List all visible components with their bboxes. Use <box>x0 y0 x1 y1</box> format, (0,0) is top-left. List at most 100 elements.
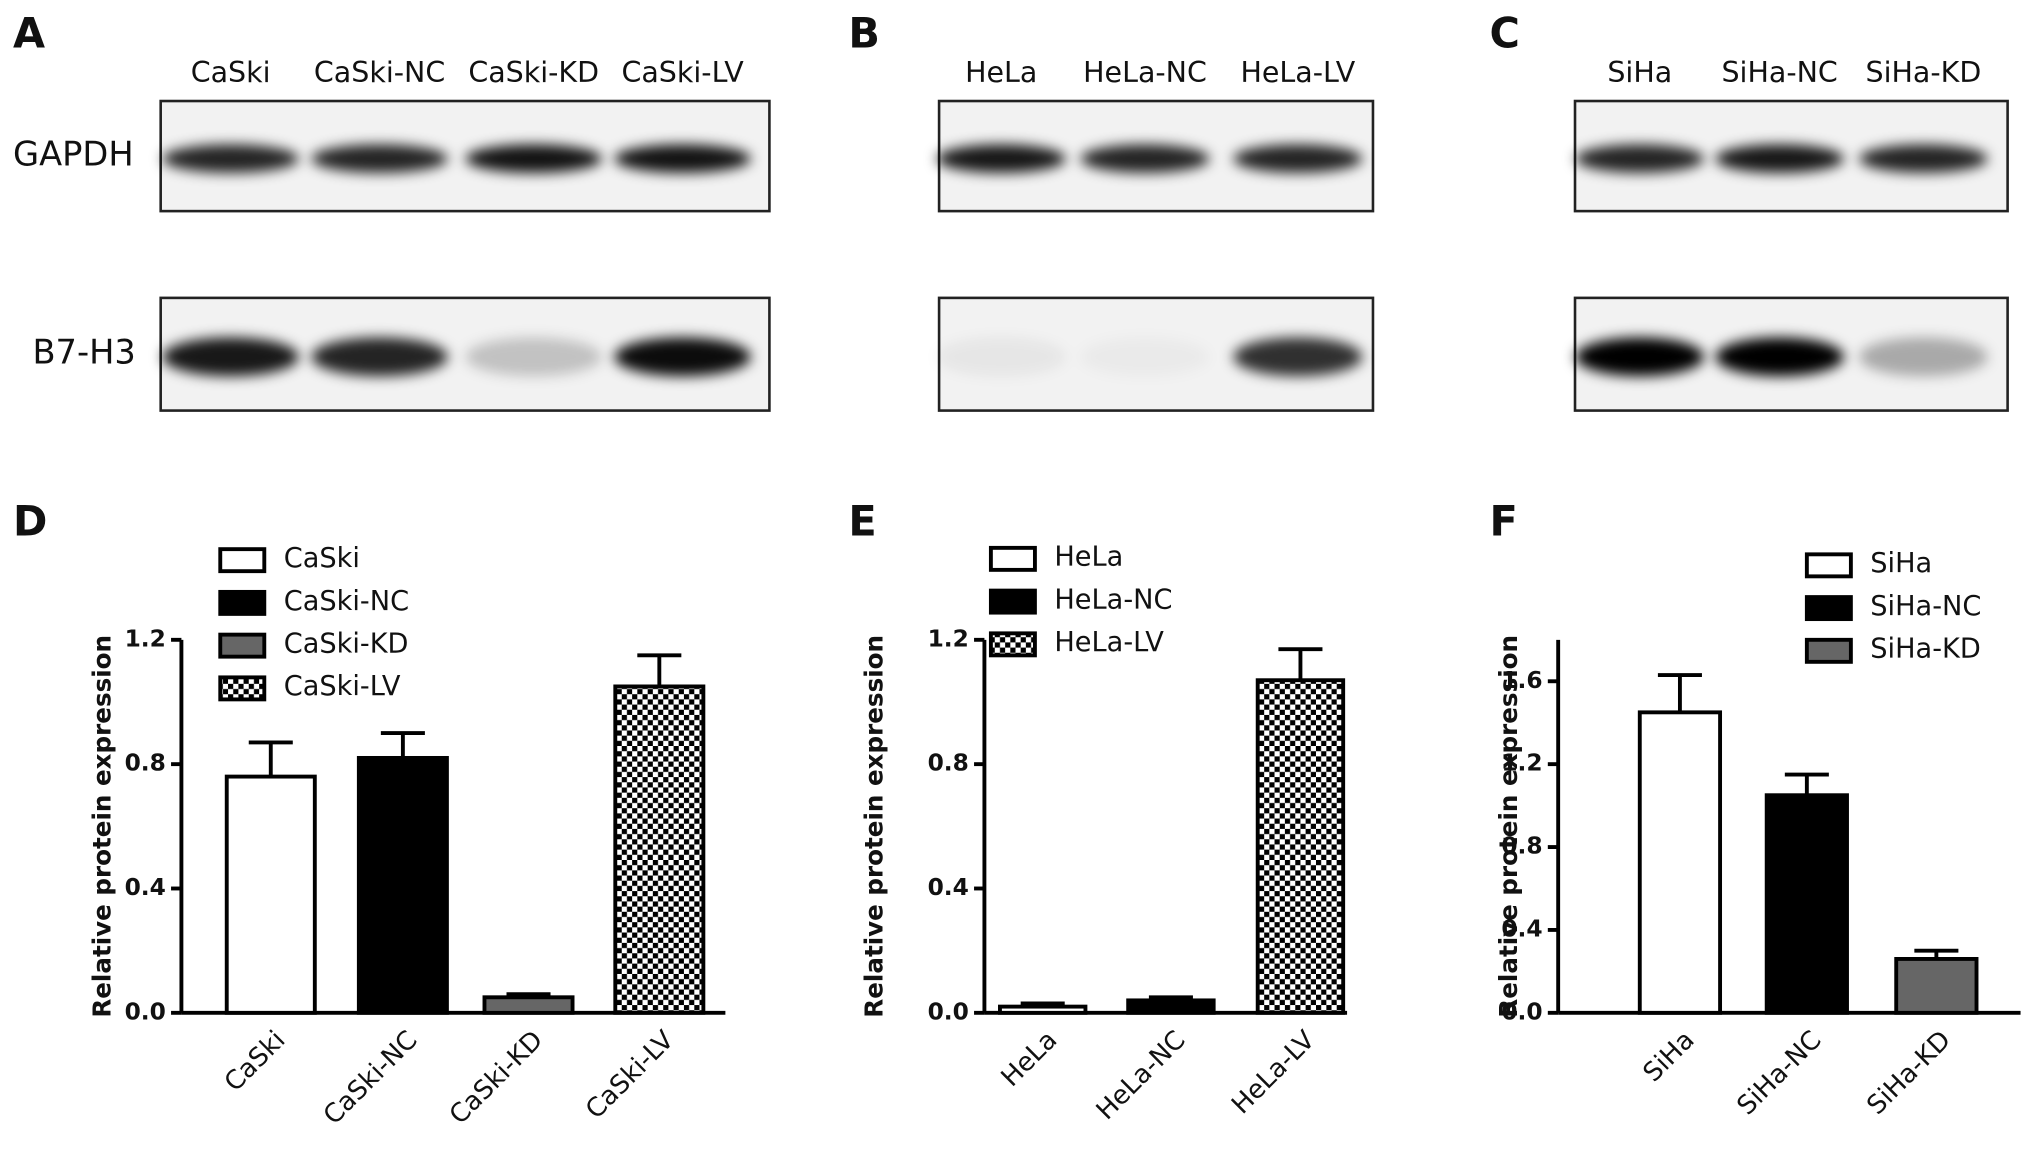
row-label: B7-H3 <box>32 333 135 372</box>
legend-swatch <box>1804 595 1853 622</box>
y-tick-label: 1.2 <box>928 625 969 652</box>
bands <box>162 337 751 377</box>
band <box>1859 337 1988 377</box>
legend-label: HeLa <box>1054 542 1123 573</box>
y-tick-label: 1.2 <box>125 625 166 652</box>
band <box>614 144 751 173</box>
band <box>162 337 299 377</box>
band <box>1080 144 1210 173</box>
y-axis-label: Relative protein expression <box>860 635 889 1018</box>
bar <box>224 774 317 1015</box>
legend-swatch <box>218 632 267 659</box>
y-tick-label: 0.0 <box>1501 998 1542 1025</box>
lane-label: CaSki-LV <box>621 56 744 89</box>
legend-label: CaSki-NC <box>284 586 409 617</box>
legend-swatch <box>1804 552 1853 579</box>
bar <box>356 755 449 1015</box>
x-tick-label: SiHa <box>1638 1025 1701 1088</box>
bands <box>936 337 1363 377</box>
bar <box>1637 710 1723 1015</box>
legend-label: SiHa-NC <box>1870 591 1981 622</box>
legend-label: CaSki-KD <box>284 628 409 659</box>
bands <box>1575 144 1988 173</box>
panel-label: B <box>848 9 880 57</box>
band <box>1859 144 1988 173</box>
bar <box>482 995 575 1015</box>
bands <box>1575 337 1988 377</box>
band <box>1080 337 1209 376</box>
y-tick-label: 1.2 <box>1501 750 1542 777</box>
legend-label: HeLa-NC <box>1054 584 1172 615</box>
bar <box>613 684 706 1015</box>
legend-swatch <box>218 589 267 616</box>
band <box>311 144 448 173</box>
legend-swatch <box>988 631 1037 658</box>
legend-swatch <box>988 545 1037 572</box>
x-tick-label: SiHa-KD <box>1861 1025 1957 1121</box>
legend-swatch <box>218 675 267 702</box>
y-tick-label: 0.8 <box>928 750 969 777</box>
y-tick-label: 0.4 <box>928 874 969 901</box>
band <box>1715 337 1844 377</box>
legend-label: CaSki-LV <box>284 671 401 702</box>
bar <box>1894 957 1979 1015</box>
lane-label: CaSki-NC <box>314 56 445 89</box>
band <box>1575 337 1705 377</box>
legend-swatch <box>1804 637 1853 664</box>
x-tick-label: CaSki-KD <box>444 1025 549 1130</box>
y-tick-label: 1.6 <box>1501 667 1542 694</box>
bar <box>1126 998 1216 1015</box>
x-tick-label: CaSki-NC <box>318 1025 424 1131</box>
x-tick-label: HeLa-NC <box>1091 1025 1192 1126</box>
bands <box>162 144 751 173</box>
y-tick-label: 0.4 <box>1501 915 1542 942</box>
lane-label: SiHa-KD <box>1866 56 1982 89</box>
legend-label: SiHa-KD <box>1870 634 1981 665</box>
band <box>311 337 448 377</box>
band <box>465 144 603 173</box>
lane-label: CaSki <box>191 56 271 89</box>
y-tick-label: 0.8 <box>1501 833 1542 860</box>
band <box>1575 144 1705 173</box>
legend-label: CaSki <box>284 543 360 574</box>
x-tick-label: CaSki <box>219 1025 292 1098</box>
x-tick-label: CaSki-LV <box>580 1025 680 1125</box>
lane-label: SiHa-NC <box>1721 56 1837 89</box>
bar <box>998 1004 1088 1015</box>
band <box>936 337 1066 377</box>
bands <box>936 144 1363 173</box>
band <box>1715 144 1844 173</box>
panel-label: E <box>848 498 876 546</box>
legend-swatch <box>218 547 267 574</box>
legend-label: HeLa-LV <box>1054 627 1164 658</box>
panel-label: F <box>1490 498 1518 546</box>
band <box>936 144 1066 173</box>
x-tick-label: SiHa-NC <box>1731 1025 1827 1121</box>
band <box>1233 337 1363 377</box>
lane-label: HeLa-NC <box>1083 56 1207 89</box>
legend-swatch <box>988 588 1037 615</box>
y-axis-label: Relative protein expression <box>1494 635 1523 1018</box>
bar <box>1764 793 1849 1015</box>
lane-label: SiHa <box>1607 56 1672 89</box>
band <box>162 144 299 173</box>
y-axis-label: Relative protein expression <box>88 635 117 1018</box>
lane-label: CaSki-KD <box>468 56 599 89</box>
lane-label: HeLa-LV <box>1240 56 1355 89</box>
y-tick-label: 0.0 <box>928 998 969 1025</box>
bar <box>1255 678 1346 1015</box>
y-tick-label: 0.8 <box>125 750 166 777</box>
panel-label: A <box>13 9 45 57</box>
lane-label: HeLa <box>965 56 1037 89</box>
x-tick-label: HeLa-LV <box>1226 1025 1321 1120</box>
row-label: GAPDH <box>13 135 134 174</box>
band <box>1233 144 1363 173</box>
y-tick-label: 0.0 <box>125 998 166 1025</box>
panel-label: D <box>13 498 47 546</box>
band <box>614 337 751 377</box>
y-tick-label: 0.4 <box>125 874 166 901</box>
x-tick-label: HeLa <box>996 1025 1064 1093</box>
panel-label: C <box>1490 9 1520 57</box>
